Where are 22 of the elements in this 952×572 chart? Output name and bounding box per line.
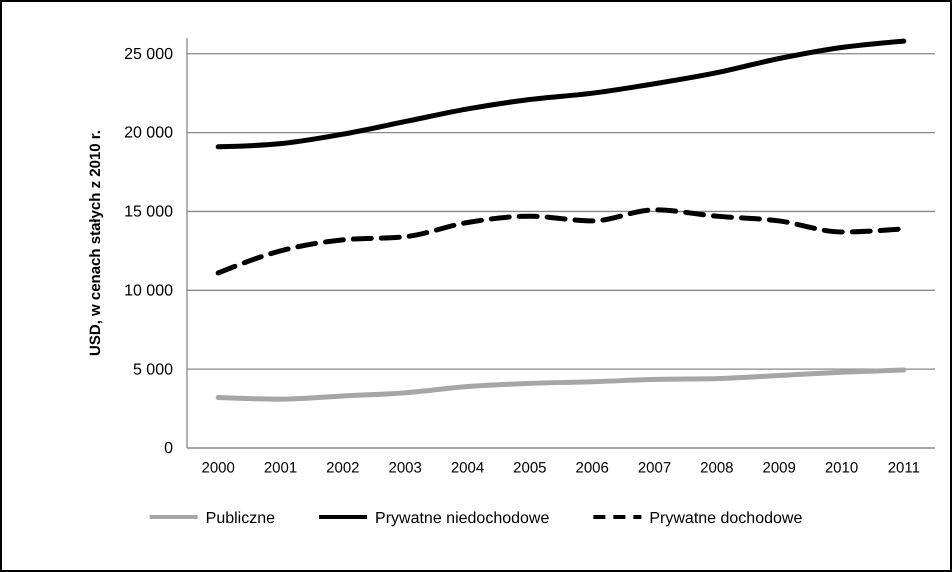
x-tick-label: 2008 bbox=[700, 460, 734, 477]
x-tick-label: 2004 bbox=[450, 460, 484, 477]
x-tick-label: 2003 bbox=[388, 460, 422, 477]
x-tick-label: 2000 bbox=[201, 460, 235, 477]
y-tick-label: 0 bbox=[164, 440, 174, 458]
legend-label: Prywatne niedochodowe bbox=[375, 510, 550, 527]
x-tick-label: 2011 bbox=[888, 460, 920, 477]
x-tick-label: 2010 bbox=[824, 460, 858, 477]
x-tick-label: 2002 bbox=[326, 460, 360, 477]
y-tick-label: 25 000 bbox=[124, 46, 174, 63]
x-tick-label: 2007 bbox=[638, 460, 672, 477]
legend-label: Publiczne bbox=[206, 510, 276, 527]
y-tick-label: 20 000 bbox=[124, 124, 174, 142]
x-tick-label: 2009 bbox=[762, 460, 796, 477]
legend-label: Prywatne dochodowe bbox=[649, 510, 802, 527]
x-tick-label: 2006 bbox=[575, 460, 609, 477]
y-axis-title: USD, w cenach stałych z 2010 r. bbox=[87, 130, 104, 356]
y-tick-label: 10 000 bbox=[124, 282, 174, 300]
x-tick-label: 2001 bbox=[264, 460, 298, 477]
y-tick-label: 5 000 bbox=[132, 361, 174, 378]
x-tick-label: 2005 bbox=[513, 460, 547, 477]
y-tick-label: 15 000 bbox=[124, 204, 174, 221]
